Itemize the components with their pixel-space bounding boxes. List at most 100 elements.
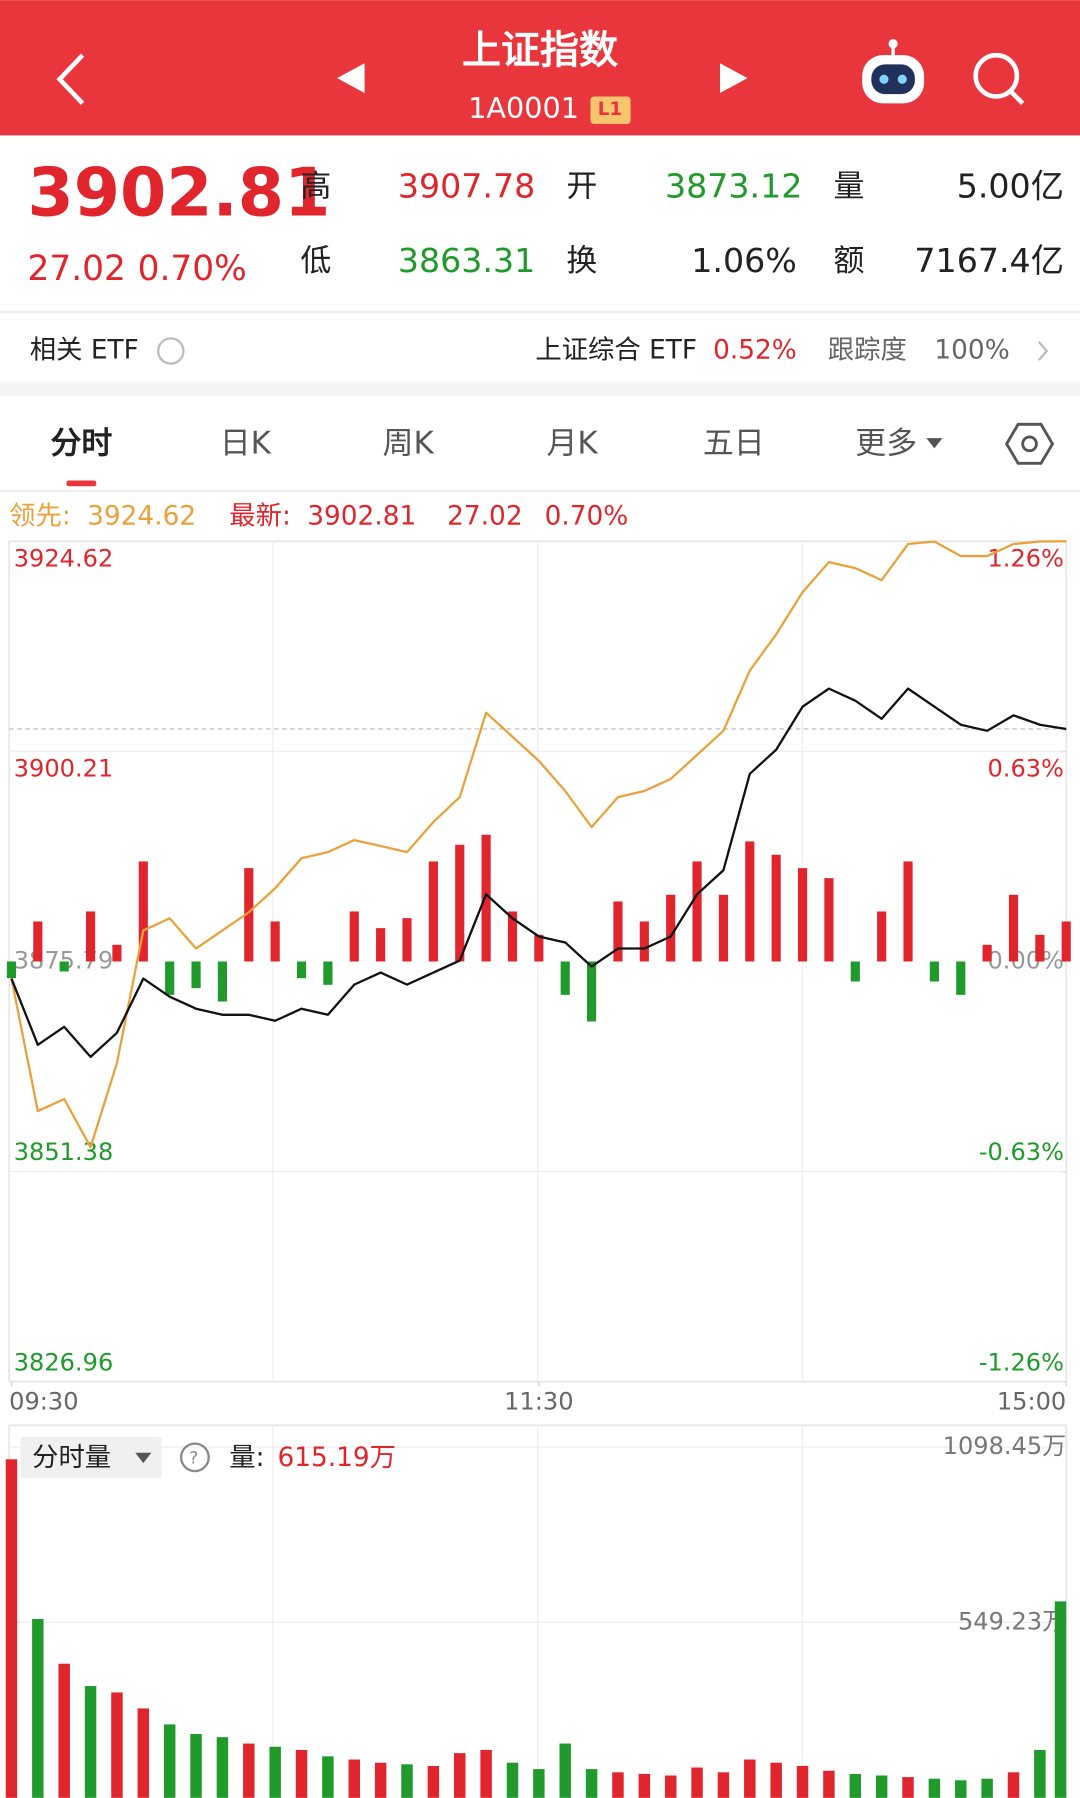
track-label: 跟踪度 — [828, 335, 907, 365]
stat-value: 3863.31 — [398, 241, 535, 280]
stat-value: 5.00亿 — [957, 167, 1064, 206]
stat-label: 高 — [300, 169, 331, 205]
volume-bar — [163, 1724, 176, 1798]
tab[interactable]: 日K — [220, 425, 272, 461]
header-title: 上证指数 — [462, 28, 618, 73]
volume-bar — [1007, 1772, 1020, 1798]
volume-bar — [638, 1773, 651, 1798]
flow-bar — [745, 841, 755, 962]
volume-bar — [32, 1618, 44, 1798]
flow-bar — [112, 944, 122, 962]
dropdown-arrow — [926, 438, 943, 449]
back-button[interactable] — [56, 53, 85, 105]
y2-tick-label: -0.63% — [979, 1138, 1064, 1166]
flow-bar — [244, 868, 254, 962]
volume-bar — [1054, 1601, 1067, 1798]
prev-button[interactable] — [337, 63, 365, 94]
volume-bar — [190, 1733, 202, 1798]
flow-bar — [6, 961, 17, 979]
y-tick-label: 3924.62 — [14, 545, 114, 573]
price: 3902.81 — [28, 153, 331, 231]
latest-value: 3902.81 — [307, 502, 416, 532]
volume-bar — [955, 1780, 967, 1798]
flow-bar — [534, 934, 544, 962]
tab[interactable]: 月K — [546, 425, 598, 461]
volume-bar — [717, 1772, 730, 1798]
search-icon[interactable] — [973, 52, 1025, 105]
tab[interactable]: 五日 — [703, 425, 765, 461]
volume-bar — [823, 1770, 835, 1798]
y2-tick-label: 0.00% — [987, 946, 1063, 974]
volume-bar — [981, 1778, 993, 1798]
tab[interactable]: 分时 — [50, 425, 112, 461]
help-icon-mark: ? — [189, 1448, 198, 1468]
stat-label: 低 — [300, 243, 331, 279]
dropdown-arrow — [135, 1452, 152, 1464]
y2-tick-label: -1.26% — [979, 1348, 1064, 1376]
level-badge — [590, 96, 631, 124]
stat-label: 量 — [834, 169, 865, 205]
latest-change: 27.02 — [447, 502, 522, 532]
chevron — [1037, 341, 1049, 361]
price-chart: 3924.623900.213875.793851.383826.961.26%… — [6, 540, 1071, 1387]
x-tick-label: 11:30 — [504, 1387, 573, 1415]
settings-icon-center — [1021, 435, 1038, 453]
flow-bar — [929, 961, 939, 982]
flow-bar — [33, 921, 43, 962]
stat-label: 额 — [834, 243, 865, 279]
help-icon[interactable] — [180, 1442, 210, 1473]
volume-bar — [664, 1775, 677, 1798]
assistant-icon[interactable] — [862, 39, 925, 104]
price-line — [10, 687, 1067, 1059]
settings-icon[interactable] — [1004, 422, 1055, 465]
flow-bar — [349, 911, 359, 962]
flow-bar — [903, 861, 913, 962]
etf-row[interactable]: 相关 ETF 上证综合 ETF 0.52% 跟踪度 100% — [30, 335, 1049, 365]
flow-bar — [797, 868, 808, 962]
volume-bar — [454, 1753, 466, 1798]
volume-label: 分时量 — [32, 1443, 111, 1473]
y-tick-label: 3851.38 — [14, 1138, 114, 1166]
volume-bar — [243, 1743, 255, 1798]
flow-bar — [1061, 921, 1071, 962]
volume-bar — [744, 1759, 756, 1798]
volume-bar — [295, 1749, 308, 1798]
tab[interactable]: 周K — [383, 425, 435, 461]
flow-bar — [165, 961, 175, 995]
volume-selector[interactable] — [20, 1436, 162, 1478]
volume-bar — [849, 1773, 862, 1798]
volume-bar — [269, 1746, 281, 1798]
volume-bar — [770, 1762, 782, 1798]
volume-bar — [84, 1686, 97, 1798]
volume-bar — [480, 1749, 492, 1798]
latest-change-pct: 0.70% — [545, 502, 629, 532]
flow-bar — [1008, 894, 1019, 962]
section-gap — [0, 381, 1080, 396]
lead-label: 领先: — [9, 502, 71, 532]
etf-change: 0.52% — [713, 335, 797, 365]
flow-bar — [771, 854, 781, 962]
flow-bar — [507, 911, 518, 962]
flow-bar — [587, 961, 597, 1022]
stat-value: 3873.12 — [665, 167, 802, 206]
volume-bar — [875, 1775, 888, 1798]
help-icon — [157, 337, 185, 365]
tab[interactable]: 更多 — [855, 425, 917, 461]
flow-bar — [270, 921, 280, 962]
stat-label: 开 — [566, 169, 597, 205]
volume-bar — [5, 1459, 18, 1798]
next-button[interactable] — [720, 63, 748, 94]
flow-bar — [850, 961, 860, 982]
volume-bar — [612, 1772, 624, 1798]
stat-value: 1.06% — [691, 241, 797, 280]
flow-bar — [85, 911, 96, 962]
etf-label: 相关 ETF — [30, 335, 139, 365]
y2-tick-label: 1.26% — [987, 545, 1063, 573]
flow-bar — [718, 894, 729, 962]
flow-bar — [191, 961, 201, 989]
flow-bar — [613, 901, 623, 962]
stat-value: 7167.4亿 — [914, 241, 1064, 280]
volume-bar — [533, 1769, 545, 1798]
